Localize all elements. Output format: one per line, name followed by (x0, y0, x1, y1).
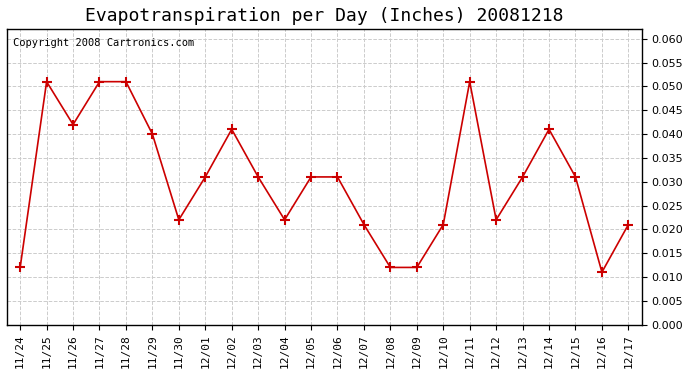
Title: Evapotranspiration per Day (Inches) 20081218: Evapotranspiration per Day (Inches) 2008… (85, 7, 564, 25)
Text: Copyright 2008 Cartronics.com: Copyright 2008 Cartronics.com (13, 38, 195, 48)
